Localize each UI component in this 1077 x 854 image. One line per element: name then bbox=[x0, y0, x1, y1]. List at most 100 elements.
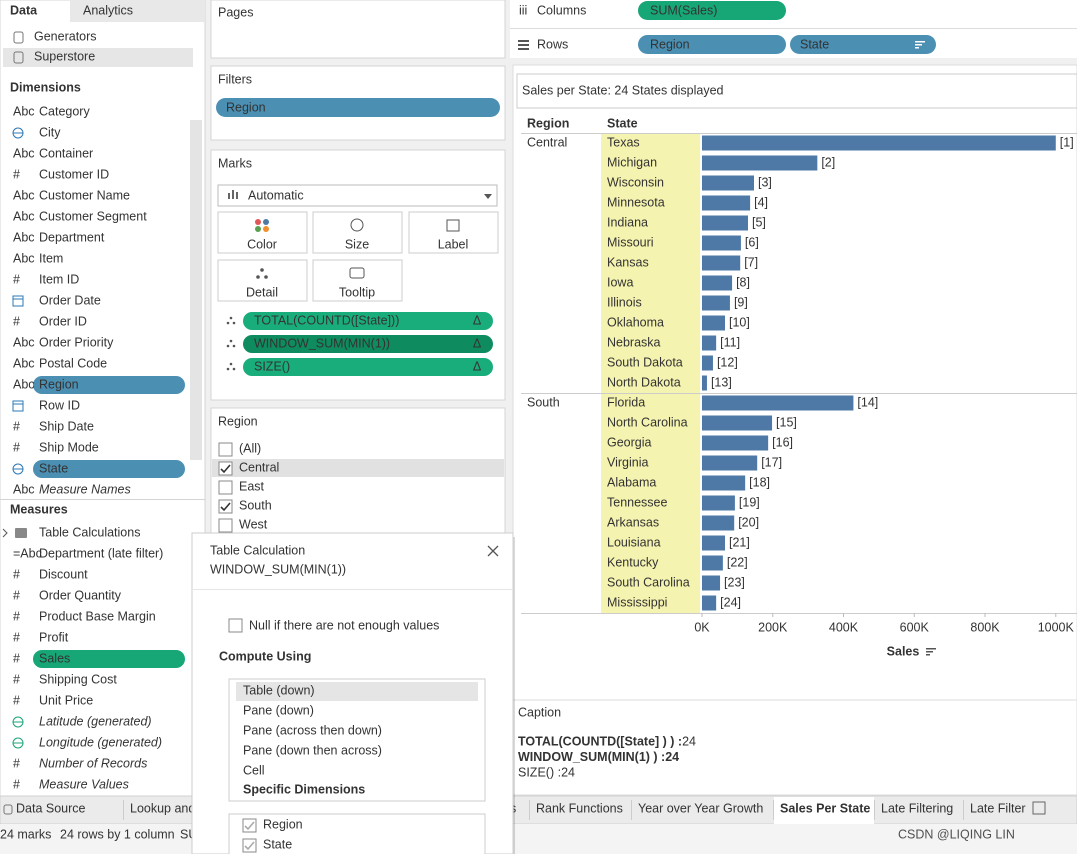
field[interactable]: State bbox=[39, 461, 68, 475]
filter-option[interactable]: South bbox=[239, 498, 272, 512]
bar bbox=[702, 595, 717, 611]
pill-text[interactable]: WINDOW_SUM(MIN(1)) bbox=[254, 336, 390, 350]
list-option[interactable]: Pane (down) bbox=[243, 703, 314, 717]
bar bbox=[702, 415, 773, 431]
source-icon bbox=[13, 51, 24, 64]
bar bbox=[702, 295, 730, 311]
filter-option[interactable]: Central bbox=[239, 460, 279, 474]
field[interactable]: Discount bbox=[39, 567, 88, 581]
list-option[interactable]: Cell bbox=[243, 763, 265, 777]
field[interactable]: City bbox=[39, 125, 61, 139]
checkbox bbox=[218, 461, 233, 476]
mark-pill bbox=[243, 312, 493, 330]
list-option[interactable]: Pane (down then across) bbox=[243, 743, 382, 757]
header: State bbox=[607, 116, 638, 130]
pill-text[interactable]: SUM(Sales) bbox=[650, 3, 717, 17]
field[interactable]: Sales bbox=[39, 651, 70, 665]
sheet-tab[interactable]: Data Source bbox=[16, 801, 86, 815]
mark-button-label: Size bbox=[345, 237, 369, 251]
field[interactable]: Order Priority bbox=[39, 335, 114, 349]
detail-icon bbox=[229, 316, 233, 320]
pill-text[interactable]: Region bbox=[226, 100, 266, 114]
field[interactable]: Customer ID bbox=[39, 167, 109, 181]
tab[interactable]: Data bbox=[10, 3, 38, 17]
field[interactable]: Container bbox=[39, 146, 93, 160]
filter-option[interactable]: West bbox=[239, 517, 268, 531]
close-button[interactable] bbox=[487, 545, 499, 557]
divider bbox=[193, 589, 512, 590]
state-label: Missouri bbox=[607, 235, 654, 249]
field[interactable]: Ship Date bbox=[39, 419, 94, 433]
bar bbox=[702, 535, 725, 551]
field[interactable]: Unit Price bbox=[39, 693, 93, 707]
tab[interactable]: Analytics bbox=[83, 3, 133, 17]
pill-text[interactable]: State bbox=[800, 37, 829, 51]
field[interactable]: Order Quantity bbox=[39, 588, 122, 602]
tab-bg bbox=[70, 0, 205, 22]
field[interactable]: Latitude (generated) bbox=[39, 714, 152, 728]
field-icon: # bbox=[13, 314, 20, 328]
x-tick-label: 400K bbox=[829, 620, 859, 634]
field[interactable]: Profit bbox=[39, 630, 69, 644]
sheet-tab[interactable]: Late Filter bbox=[970, 801, 1026, 815]
field[interactable]: Postal Code bbox=[39, 356, 107, 370]
field[interactable]: Measure Values bbox=[39, 777, 129, 791]
pill-text[interactable]: Region bbox=[650, 37, 690, 51]
data-source[interactable]: Superstore bbox=[34, 49, 95, 63]
sheet-tab[interactable]: Lookup and bbox=[130, 801, 195, 815]
field[interactable]: Customer Segment bbox=[39, 209, 147, 223]
field[interactable]: Table Calculations bbox=[39, 525, 140, 539]
field[interactable]: Department bbox=[39, 230, 105, 244]
field[interactable]: Longitude (generated) bbox=[39, 735, 162, 749]
field[interactable]: Number of Records bbox=[39, 756, 147, 770]
state-label: Mississippi bbox=[607, 595, 667, 609]
field[interactable]: Order ID bbox=[39, 314, 87, 328]
field[interactable]: Item bbox=[39, 251, 63, 265]
checkbox-label[interactable]: Null if there are not enough values bbox=[249, 618, 439, 632]
field[interactable]: Item ID bbox=[39, 272, 79, 286]
new-sheet-icon bbox=[1032, 801, 1046, 815]
field[interactable]: Order Date bbox=[39, 293, 101, 307]
field-icon: Abc bbox=[13, 230, 35, 244]
field[interactable]: Measure Names bbox=[39, 482, 131, 496]
rank-label: [10] bbox=[729, 315, 750, 329]
dialog-title: Table Calculation bbox=[210, 543, 305, 557]
scrollbar bbox=[190, 120, 202, 460]
caption-text: TOTAL(COUNTD([State] ) ) : bbox=[518, 734, 682, 748]
pill-text[interactable]: SIZE() bbox=[254, 359, 290, 373]
field[interactable]: Category bbox=[39, 104, 90, 118]
field[interactable]: Shipping Cost bbox=[39, 672, 117, 686]
sort-icon bbox=[926, 648, 936, 650]
field[interactable]: Customer Name bbox=[39, 188, 130, 202]
x-tick-label: 200K bbox=[758, 620, 788, 634]
state-label: Minnesota bbox=[607, 195, 665, 209]
field[interactable]: Region bbox=[39, 377, 79, 391]
bar-icon bbox=[232, 190, 234, 199]
section-title: Compute Using bbox=[219, 649, 311, 663]
list-option[interactable]: Table (down) bbox=[243, 683, 315, 697]
tab-divider bbox=[773, 800, 774, 820]
field[interactable]: Product Base Margin bbox=[39, 609, 156, 623]
field[interactable]: Department (late filter) bbox=[39, 546, 163, 560]
state-label: South Carolina bbox=[607, 575, 690, 589]
rank-label: [22] bbox=[727, 555, 748, 569]
pill-text[interactable]: TOTAL(COUNTD([State])) bbox=[254, 313, 399, 327]
list-option[interactable]: Specific Dimensions bbox=[243, 782, 365, 796]
list-option[interactable]: Pane (across then down) bbox=[243, 723, 382, 737]
field[interactable]: Ship Mode bbox=[39, 440, 99, 454]
dropdown-text[interactable]: Automatic bbox=[248, 188, 304, 202]
sheet-tab[interactable]: Late Filtering bbox=[881, 801, 953, 815]
sheet-tab[interactable]: Sales Per State bbox=[780, 801, 870, 815]
detail-icon bbox=[232, 367, 236, 371]
field[interactable]: Row ID bbox=[39, 398, 80, 412]
expand-arrow bbox=[2, 528, 8, 538]
sheet-tab[interactable]: Year over Year Growth bbox=[638, 801, 763, 815]
state-label: Illinois bbox=[607, 295, 642, 309]
sheet-tab[interactable]: Rank Functions bbox=[536, 801, 623, 815]
filter-option[interactable]: (All) bbox=[239, 441, 261, 455]
title-box bbox=[516, 73, 1077, 109]
field-icon: Abc bbox=[13, 482, 35, 496]
filter-option[interactable]: East bbox=[239, 479, 265, 493]
data-source[interactable]: Generators bbox=[34, 29, 97, 43]
bar bbox=[702, 555, 723, 571]
